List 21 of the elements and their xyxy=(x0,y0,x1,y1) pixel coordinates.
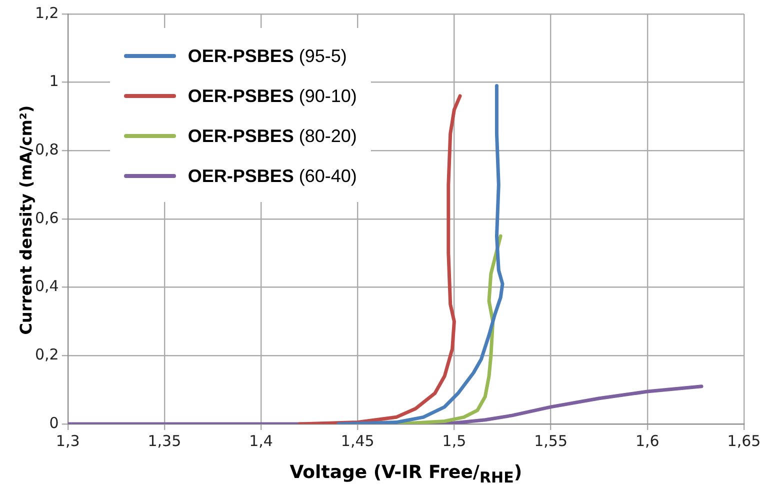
x-tick-label: 1,4 xyxy=(249,432,273,450)
y-axis-title: Current density (mA/cm²) xyxy=(16,105,36,335)
x-tick-label: 1,65 xyxy=(727,432,761,450)
x-tick-label: 1,55 xyxy=(534,432,568,450)
y-tick-label: 0,2 xyxy=(34,346,59,364)
y-tick-label: 0,6 xyxy=(34,208,59,227)
y-tick-label: 1,2 xyxy=(34,4,59,22)
x-tick-label: 1,5 xyxy=(442,432,466,450)
x-axis-title: Voltage (V-IR Free/$_{RHE}$) xyxy=(288,462,524,487)
y-tick-label: 0,4 xyxy=(34,277,59,296)
y-tick-label: 0 xyxy=(49,414,59,432)
x-tick-label: 1,3 xyxy=(56,432,80,450)
legend-label: OER-PSBES (80-20) xyxy=(188,126,357,146)
legend-label: OER-PSBES (95-5) xyxy=(188,46,347,66)
y-tick-label: 1 xyxy=(49,72,59,90)
y-tick-label: 0,8 xyxy=(34,140,59,159)
x-tick-label: 1,6 xyxy=(635,432,660,450)
x-tick-label: 1,35 xyxy=(148,432,182,450)
legend-label: OER-PSBES (60-40) xyxy=(188,166,357,186)
x-tick-label: 1,45 xyxy=(340,432,374,450)
legend-label: OER-PSBES (90-10) xyxy=(188,86,357,106)
